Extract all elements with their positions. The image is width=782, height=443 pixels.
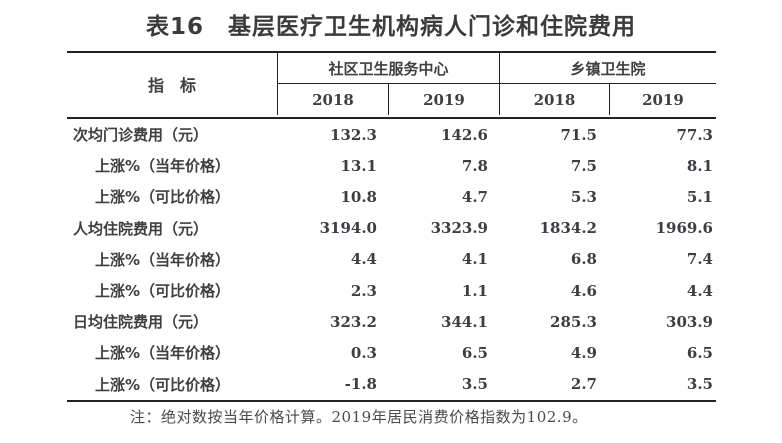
value-cell: 4.1 <box>461 250 488 269</box>
value-cell: 77.3 <box>676 125 713 144</box>
table-row: 上涨%（可比价格） 2.3 1.1 4.6 4.4 <box>67 275 716 306</box>
table-row: 上涨%（当年价格） 13.1 7.8 7.5 8.1 <box>67 150 716 181</box>
table-row: 上涨%（当年价格） 4.4 4.1 6.8 7.4 <box>67 244 716 275</box>
value-cell: 4.9 <box>570 343 597 362</box>
value-cell: 1969.6 <box>655 219 713 238</box>
table-row: 上涨%（可比价格） -1.8 3.5 2.7 3.5 <box>67 369 716 400</box>
value-cell: 344.1 <box>441 312 488 331</box>
value-cell: -1.8 <box>344 375 377 394</box>
value-cell: 6.5 <box>686 343 713 362</box>
value-cell: 7.4 <box>686 250 713 269</box>
table-row: 人均住院费用（元） 3194.0 3323.9 1834.2 1969.6 <box>67 213 716 244</box>
header-year-2018-community: 2018 <box>277 84 388 115</box>
value-cell: 5.1 <box>686 187 713 206</box>
table-row: 上涨%（当年价格） 0.3 6.5 4.9 6.5 <box>67 337 716 368</box>
value-cell: 8.1 <box>686 156 713 175</box>
table-body: 次均门诊费用（元） 132.3 142.6 71.5 77.3 上涨%（当年价格… <box>67 119 716 400</box>
row-label: 上涨%（可比价格） <box>95 188 231 207</box>
row-label: 人均住院费用（元） <box>73 219 209 238</box>
value-cell: 6.5 <box>461 343 488 362</box>
value-cell: 4.6 <box>570 281 597 300</box>
value-cell: 4.7 <box>461 187 488 206</box>
value-cell: 13.1 <box>340 156 377 175</box>
value-cell: 4.4 <box>350 250 377 269</box>
header-year-2018-township: 2018 <box>499 84 609 115</box>
value-cell: 7.5 <box>570 156 597 175</box>
value-cell: 132.3 <box>330 125 377 144</box>
table-header: 指 标 社区卫生服务中心 乡镇卫生院 2018 2019 2018 2019 <box>67 53 716 119</box>
table-row: 次均门诊费用（元） 132.3 142.6 71.5 77.3 <box>67 119 716 150</box>
row-label: 上涨%（当年价格） <box>95 250 231 269</box>
value-cell: 2.3 <box>350 281 377 300</box>
row-label: 上涨%（当年价格） <box>95 157 231 176</box>
value-cell: 303.9 <box>666 312 713 331</box>
row-label: 上涨%（当年价格） <box>95 344 231 363</box>
page-title: 表16 基层医疗卫生机构病人门诊和住院费用 <box>145 14 636 40</box>
row-label: 次均门诊费用（元） <box>73 126 209 145</box>
value-cell: 5.3 <box>570 187 597 206</box>
value-cell: 4.4 <box>686 281 713 300</box>
value-cell: 10.8 <box>340 187 377 206</box>
row-label: 上涨%（可比价格） <box>95 375 231 394</box>
costs-table: 指 标 社区卫生服务中心 乡镇卫生院 2018 2019 2018 2019 次… <box>67 51 716 402</box>
header-year-2019-township: 2019 <box>609 84 716 115</box>
header-group-township-hospital: 乡镇卫生院 <box>499 53 716 84</box>
header-year-2019-community: 2019 <box>388 84 499 115</box>
value-cell: 3.5 <box>686 375 713 394</box>
value-cell: 1.1 <box>461 281 488 300</box>
value-cell: 3.5 <box>461 375 488 394</box>
row-label: 日均住院费用（元） <box>73 313 209 332</box>
header-group-community-center: 社区卫生服务中心 <box>277 53 499 84</box>
value-cell: 1834.2 <box>539 219 597 238</box>
header-indicator: 指 标 <box>147 76 196 95</box>
value-cell: 323.2 <box>330 312 377 331</box>
value-cell: 6.8 <box>570 250 597 269</box>
value-cell: 2.7 <box>570 375 597 394</box>
table-row: 上涨%（可比价格） 10.8 4.7 5.3 5.1 <box>67 181 716 212</box>
value-cell: 0.3 <box>350 343 377 362</box>
table-note: 注：绝对数按当年价格计算。2019年居民消费价格指数为102.9。 <box>130 408 588 426</box>
value-cell: 285.3 <box>550 312 597 331</box>
value-cell: 71.5 <box>560 125 597 144</box>
table-row: 日均住院费用（元） 323.2 344.1 285.3 303.9 <box>67 306 716 337</box>
value-cell: 3323.9 <box>430 219 488 238</box>
row-label: 上涨%（可比价格） <box>95 282 231 301</box>
value-cell: 142.6 <box>441 125 488 144</box>
value-cell: 7.8 <box>461 156 488 175</box>
value-cell: 3194.0 <box>319 219 377 238</box>
